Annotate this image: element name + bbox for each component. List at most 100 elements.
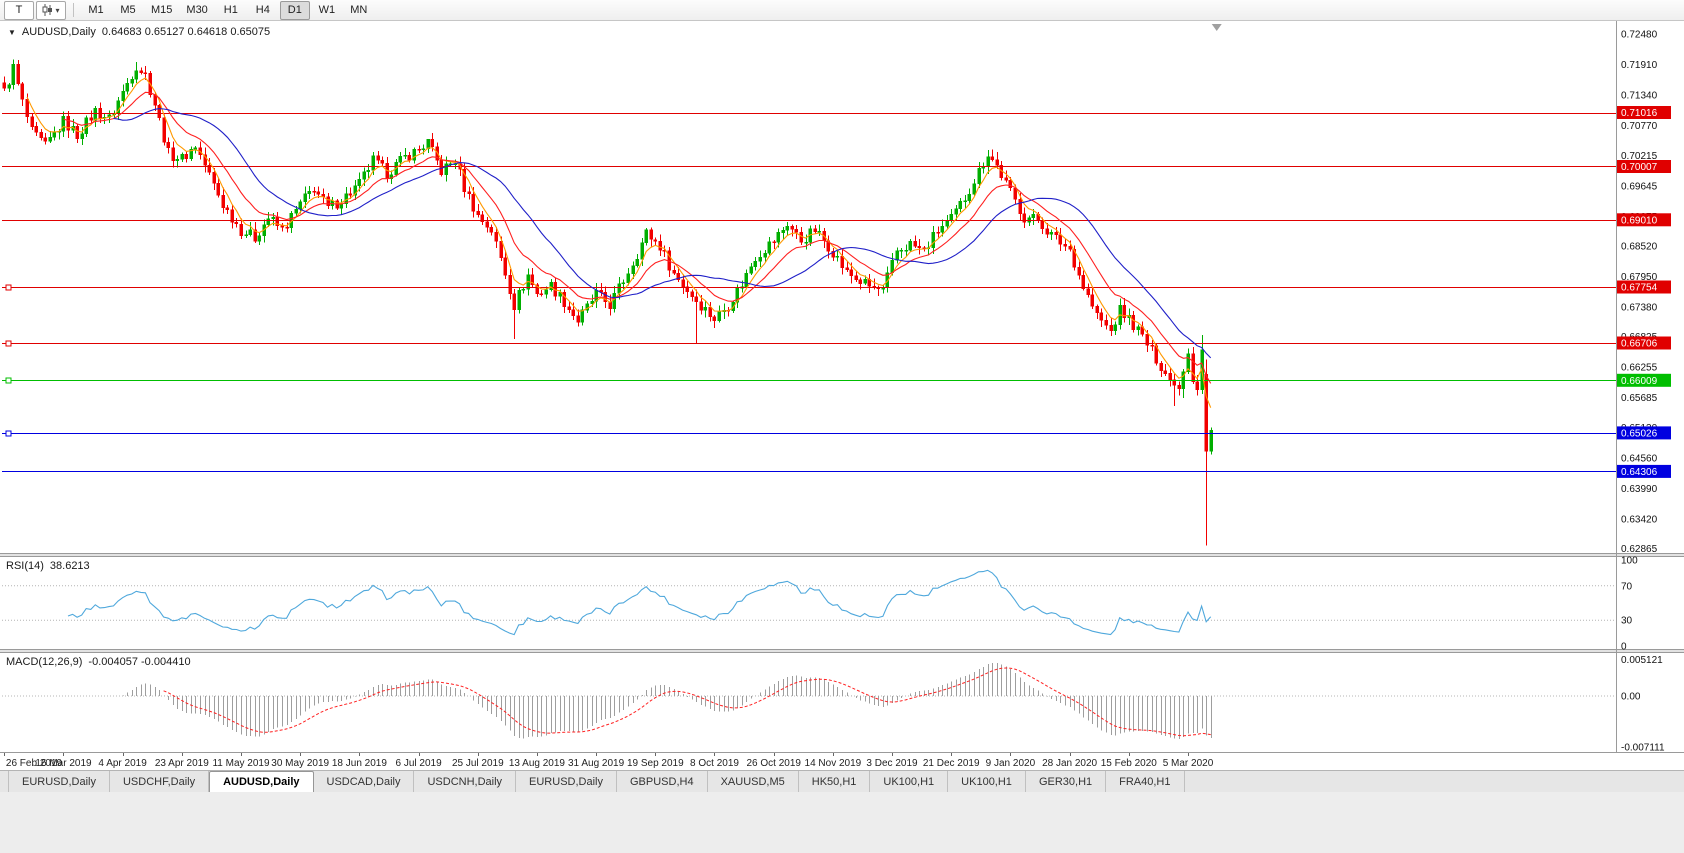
hline-price-tag-0.66009: 0.66009 [1617, 373, 1671, 387]
timeframe-button-mn[interactable]: MN [350, 4, 368, 16]
svg-text:3 Dec 2019: 3 Dec 2019 [866, 758, 918, 769]
svg-text:0.71340: 0.71340 [1621, 91, 1658, 102]
chart-tab-eurusd-daily[interactable]: EURUSD,Daily [8, 771, 110, 792]
svg-text:0.70007: 0.70007 [1621, 162, 1658, 173]
chart-tab-ger30-h1[interactable]: GER30,H1 [1026, 771, 1107, 792]
svg-text:15 Feb 2020: 15 Feb 2020 [1101, 758, 1158, 769]
chart-tab-uk100-h1[interactable]: UK100,H1 [948, 771, 1026, 792]
chart-tab-usdcnh-daily[interactable]: USDCNH,Daily [414, 771, 517, 792]
svg-text:6 Jul 2019: 6 Jul 2019 [396, 758, 443, 769]
svg-text:30: 30 [1621, 616, 1633, 627]
svg-text:-0.007111: -0.007111 [1621, 743, 1665, 754]
chevron-down-icon: ▾ [55, 5, 60, 15]
status-area [0, 792, 1684, 853]
svg-text:30 May 2019: 30 May 2019 [271, 758, 329, 769]
timeframe-button-d1[interactable]: D1 [279, 0, 310, 20]
hline-price-tag-0.67754: 0.67754 [1617, 280, 1671, 294]
hline-price-tag-0.69010: 0.69010 [1617, 213, 1671, 227]
chart-tab-gbpusd-h4[interactable]: GBPUSD,H4 [617, 771, 708, 792]
timeframe-button-m1[interactable]: M1 [88, 4, 104, 16]
chart-tab-eurusd-daily[interactable]: EURUSD,Daily [516, 771, 617, 792]
hline-price-tag-0.66706: 0.66706 [1617, 336, 1671, 350]
svg-text:0.72480: 0.72480 [1621, 30, 1658, 41]
candlesticks [2, 59, 1213, 546]
rsi-line [67, 569, 1212, 636]
svg-text:0.70770: 0.70770 [1621, 121, 1658, 132]
horizontal-line-objects [2, 113, 1616, 472]
timeframe-button-m30[interactable]: M30 [186, 4, 208, 16]
svg-text:0.64560: 0.64560 [1621, 453, 1658, 464]
svg-text:0.62865: 0.62865 [1621, 544, 1658, 555]
svg-text:0.66706: 0.66706 [1621, 339, 1658, 350]
sma-24-line [113, 108, 1212, 359]
svg-text:5 Mar 2020: 5 Mar 2020 [1163, 758, 1214, 769]
svg-text:8 Oct 2019: 8 Oct 2019 [690, 758, 739, 769]
macd-pane: 0.005121 0.00 -0.007111 [2, 655, 1665, 754]
price-chart-canvas[interactable]: 0.72480 0.71910 0.71340 0.70770 0.70215 0.696… [0, 21, 1684, 770]
svg-text:0.67380: 0.67380 [1621, 303, 1658, 314]
candlestick-chart-icon [42, 4, 53, 16]
svg-text:4 Apr 2019: 4 Apr 2019 [98, 758, 147, 769]
svg-text:9 Jan 2020: 9 Jan 2020 [986, 758, 1036, 769]
svg-text:0.69645: 0.69645 [1621, 181, 1658, 192]
rsi-pane: 100 70 30 0 [2, 556, 1638, 653]
hline-handle-icon[interactable] [5, 284, 12, 291]
svg-text:18 Jun 2019: 18 Jun 2019 [332, 758, 387, 769]
svg-text:11 May 2019: 11 May 2019 [212, 758, 270, 769]
svg-text:13 Aug 2019: 13 Aug 2019 [509, 758, 566, 769]
chart-tab-audusd-daily[interactable]: AUDUSD,Daily [209, 771, 314, 792]
hline-handle-icon[interactable] [5, 377, 12, 384]
timeframe-button-m5[interactable]: M5 [120, 4, 136, 16]
hline-price-tag-0.71016: 0.71016 [1617, 106, 1671, 119]
chart-tab-hk50-h1[interactable]: HK50,H1 [799, 771, 871, 792]
svg-text:70: 70 [1621, 581, 1633, 592]
hline-price-tag-0.64306: 0.64306 [1617, 464, 1671, 478]
chart-tab-xauusd-m5[interactable]: XAUUSD,M5 [708, 771, 799, 792]
chart-tab-usdcad-daily[interactable]: USDCAD,Daily [314, 771, 415, 792]
svg-text:0.67950: 0.67950 [1621, 272, 1658, 283]
svg-text:23 Apr 2019: 23 Apr 2019 [155, 758, 209, 769]
svg-text:0.66009: 0.66009 [1621, 376, 1658, 387]
chart-tab-bar: EURUSD,Daily USDCHF,Daily AUDUSD,Daily USDC… [0, 770, 1684, 792]
svg-text:31 Aug 2019: 31 Aug 2019 [568, 758, 625, 769]
macd-histogram [123, 662, 1212, 739]
hline-handle-icon[interactable] [5, 340, 12, 347]
svg-text:16 Mar 2019: 16 Mar 2019 [35, 758, 92, 769]
timeframe-button-h1[interactable]: H1 [223, 4, 238, 16]
svg-text:21 Dec 2019: 21 Dec 2019 [923, 758, 980, 769]
chart-window: 0.72480 0.71910 0.71340 0.70770 0.70215 0.696… [0, 21, 1684, 770]
chart-tab-uk100-h1[interactable]: UK100,H1 [870, 771, 949, 792]
chart-tab-usdchf-daily[interactable]: USDCHF,Daily [110, 771, 210, 792]
svg-text:26 Oct 2019: 26 Oct 2019 [746, 758, 801, 769]
svg-text:0.65685: 0.65685 [1621, 393, 1658, 404]
svg-text:26 Feb 2019: 26 Feb 2019 [6, 758, 63, 769]
svg-text:0.71910: 0.71910 [1621, 60, 1658, 71]
timeframe-buttons: M1 M5 M15 M30 H1 H4 D1 W1 MN [81, 0, 374, 20]
top-toolbar: T ▾ M1 M5 M15 M30 H1 H4 D1 W1 MN [0, 0, 1684, 21]
svg-text:14 Nov 2019: 14 Nov 2019 [805, 758, 862, 769]
chart-shift-marker-icon[interactable] [1211, 24, 1222, 31]
svg-text:0.67754: 0.67754 [1621, 283, 1658, 294]
svg-text:0.64306: 0.64306 [1621, 467, 1658, 478]
svg-text:100: 100 [1621, 556, 1638, 567]
text-tool-button[interactable]: T [4, 0, 34, 20]
timeframe-button-w1[interactable]: W1 [318, 4, 336, 16]
svg-text:0.005121: 0.005121 [1621, 655, 1663, 666]
toolbar-separator [73, 3, 74, 17]
svg-text:0.63420: 0.63420 [1621, 514, 1658, 525]
ema-13-line [63, 91, 1212, 384]
svg-text:19 Sep 2019: 19 Sep 2019 [627, 758, 684, 769]
hline-price-tag-0.65026: 0.65026 [1617, 426, 1671, 440]
chart-tab-fra40-h1[interactable]: FRA40,H1 [1106, 771, 1185, 792]
moving-average-lines [26, 77, 1212, 408]
timeframe-button-h4[interactable]: H4 [255, 4, 270, 16]
svg-text:0.00: 0.00 [1621, 692, 1641, 703]
ema-5-line [26, 77, 1212, 408]
svg-text:0.69010: 0.69010 [1621, 215, 1658, 226]
svg-text:0.65026: 0.65026 [1621, 428, 1658, 439]
hline-handle-icon[interactable] [5, 430, 12, 437]
timeframe-button-m15[interactable]: M15 [151, 4, 173, 16]
chart-type-menu-button[interactable]: ▾ [36, 0, 66, 20]
svg-text:25 Jul 2019: 25 Jul 2019 [452, 758, 504, 769]
